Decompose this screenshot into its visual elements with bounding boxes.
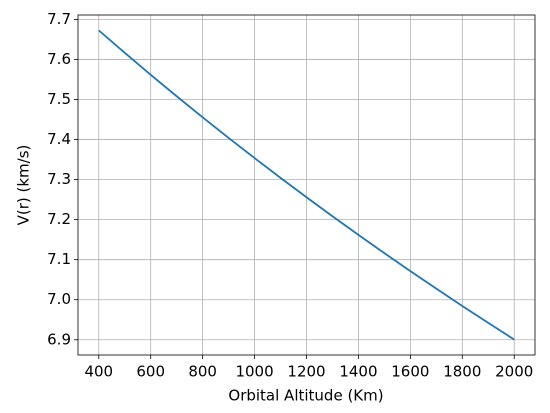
y-tick-label: 7.3 xyxy=(47,170,71,188)
x-tick-label: 2000 xyxy=(495,363,533,381)
x-tick-label: 1200 xyxy=(287,363,325,381)
x-tick-label: 400 xyxy=(84,363,113,381)
y-tick-label: 7.1 xyxy=(47,250,71,268)
y-tick-label: 7.0 xyxy=(47,290,71,308)
y-tick-label: 7.7 xyxy=(47,10,71,28)
y-tick-label: 7.5 xyxy=(47,90,71,108)
y-tick-label: 7.2 xyxy=(47,210,71,228)
y-tick-label: 6.9 xyxy=(47,330,71,348)
x-tick-label: 1800 xyxy=(443,363,481,381)
y-axis-label: V(r) (km/s) xyxy=(15,145,33,226)
x-tick-label: 1600 xyxy=(391,363,429,381)
y-tick-label: 7.4 xyxy=(47,130,71,148)
x-tick-label: 600 xyxy=(136,363,165,381)
plot-frame xyxy=(77,14,536,356)
y-tick-label: 7.6 xyxy=(47,50,71,68)
data-line xyxy=(98,29,515,341)
x-tick-label: 800 xyxy=(188,363,217,381)
x-tick-label: 1400 xyxy=(339,363,377,381)
x-tick-label: 1000 xyxy=(235,363,273,381)
x-axis-label: Orbital Altitude (Km) xyxy=(228,387,383,405)
